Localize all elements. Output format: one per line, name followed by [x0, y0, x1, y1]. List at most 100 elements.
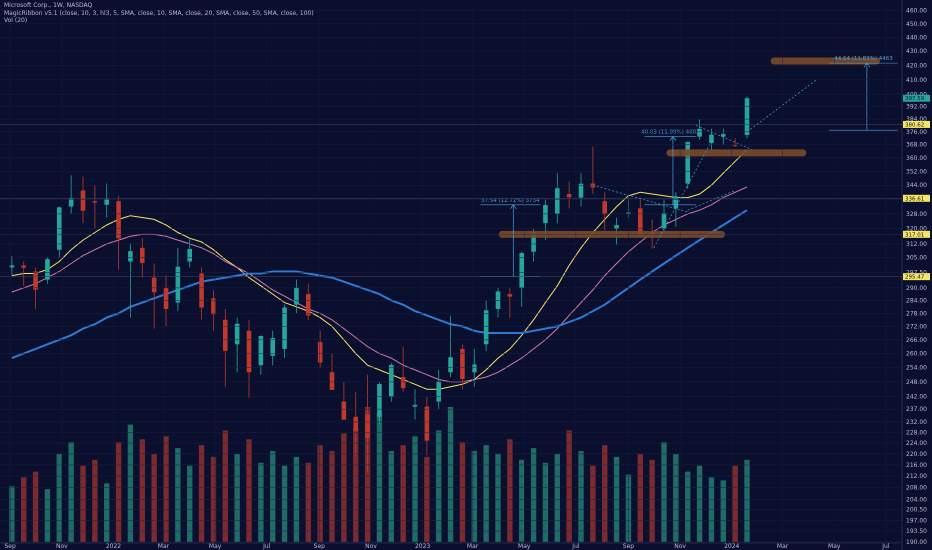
candle-body[interactable]	[199, 273, 204, 308]
price-tag	[903, 273, 930, 281]
y-tick-label: 440.00	[906, 34, 927, 41]
candle-body[interactable]	[151, 277, 157, 293]
candle-body[interactable]	[578, 183, 584, 198]
candle-body[interactable]	[519, 253, 525, 288]
y-tick-label: 216.00	[906, 462, 927, 469]
candle-body[interactable]	[507, 294, 513, 297]
candle-body[interactable]	[68, 198, 74, 207]
candle-body[interactable]	[412, 404, 418, 407]
indicator-legend[interactable]: MagicRibbon v5.1 (close, 10, 3, hl3, 5, …	[4, 9, 314, 17]
candle-body[interactable]	[9, 265, 15, 268]
candle-body[interactable]	[661, 213, 667, 229]
x-tick-label: Sep	[5, 543, 17, 550]
candle-body[interactable]	[116, 201, 121, 239]
candle-body[interactable]	[104, 198, 110, 205]
candle-body[interactable]	[258, 335, 264, 366]
volume-bar	[175, 448, 181, 542]
x-tick-label: May	[518, 543, 531, 550]
candle-body[interactable]	[294, 287, 299, 305]
measured-move-label: 40.03 (11.99%) 4003	[641, 130, 700, 136]
ma-mid-line[interactable]	[11, 186, 748, 383]
volume-bar	[542, 462, 549, 542]
y-tick-label: 297.50	[906, 270, 927, 277]
volume-bar	[412, 436, 418, 542]
candle-body[interactable]	[211, 298, 216, 315]
y-tick-label: 460.00	[906, 8, 927, 15]
y-tick-label: 248.00	[906, 379, 927, 386]
candle-body[interactable]	[317, 342, 323, 363]
candle-body[interactable]	[222, 319, 228, 351]
candle-body[interactable]	[460, 348, 465, 379]
candle-body[interactable]	[270, 337, 276, 356]
candle-body[interactable]	[483, 310, 489, 345]
ma-slow-line[interactable]	[11, 209, 748, 360]
candle-body[interactable]	[45, 259, 50, 280]
measured-move-3-arrowhead	[863, 62, 871, 68]
y-tick-label: 352.00	[906, 168, 927, 175]
volume-bar	[495, 453, 501, 542]
volume-bar	[139, 439, 145, 542]
candle-body[interactable]	[709, 134, 714, 144]
x-tick-label: Sep	[314, 543, 326, 550]
x-axis[interactable]: Sep Nov 2022 Mar May Jul Sep Nov 2023 Mar May Jul Se…	[0, 8, 902, 550]
candle-body[interactable]	[21, 265, 27, 268]
volume-bar	[270, 451, 276, 542]
volume-bar	[447, 407, 454, 542]
candle-body[interactable]	[282, 307, 287, 349]
candle-body[interactable]	[744, 98, 750, 135]
volume-legend[interactable]: Vol (20)	[4, 17, 28, 24]
candle-body[interactable]	[531, 231, 536, 252]
candle-body[interactable]	[33, 271, 38, 290]
candle-body[interactable]	[614, 225, 619, 229]
candle-body[interactable]	[400, 377, 406, 389]
candle-body[interactable]	[305, 294, 311, 316]
volume-bar	[329, 451, 335, 542]
candle-body[interactable]	[732, 144, 738, 146]
candle-body[interactable]	[637, 208, 643, 236]
candle-body[interactable]	[341, 401, 347, 420]
candle-body[interactable]	[685, 141, 691, 184]
candle-body[interactable]	[602, 201, 608, 215]
candle-body[interactable]	[329, 372, 335, 390]
y-tick-label: 368.00	[906, 142, 927, 149]
y-tick-label: 376.00	[906, 129, 927, 136]
candle-body[interactable]	[424, 406, 430, 441]
candle-body[interactable]	[353, 416, 359, 431]
candle-body[interactable]	[92, 201, 98, 203]
candle-body[interactable]	[436, 381, 442, 402]
volume-bar	[317, 445, 323, 542]
flag-breakout-path	[687, 190, 736, 211]
candle-body[interactable]	[80, 190, 86, 211]
candle-body[interactable]	[720, 134, 726, 137]
candle-body[interactable]	[566, 194, 572, 198]
candle-body[interactable]	[554, 188, 560, 214]
candle-body[interactable]	[365, 414, 370, 438]
candle-body[interactable]	[234, 323, 240, 345]
candle-body[interactable]	[163, 287, 169, 309]
candle-body[interactable]	[187, 248, 193, 262]
symbol-title[interactable]: Microsoft Corp., 1W, NASDAQ	[4, 2, 93, 9]
volume-bar	[80, 465, 86, 542]
candle-body[interactable]	[175, 266, 181, 303]
flag-trendline	[696, 125, 753, 150]
candle-body[interactable]	[388, 364, 394, 397]
candle-body[interactable]	[495, 291, 501, 309]
volume-bar	[696, 465, 703, 542]
volume-bar	[483, 445, 489, 542]
candle-body[interactable]	[128, 251, 133, 262]
candle-body[interactable]	[246, 330, 252, 373]
measured-move-label: 37.54 (12.72%) 3734	[481, 198, 540, 204]
x-tick-label: Nov	[674, 543, 686, 550]
candle-body[interactable]	[471, 364, 477, 373]
candle-body[interactable]	[139, 247, 145, 263]
candlesticks	[9, 96, 750, 473]
candle-body[interactable]	[448, 357, 453, 373]
candle-body[interactable]	[673, 196, 679, 209]
volume-bar	[459, 442, 466, 542]
candle-body[interactable]	[697, 128, 702, 137]
y-tick-label: 272.00	[906, 323, 927, 330]
candle-body[interactable]	[377, 384, 382, 417]
